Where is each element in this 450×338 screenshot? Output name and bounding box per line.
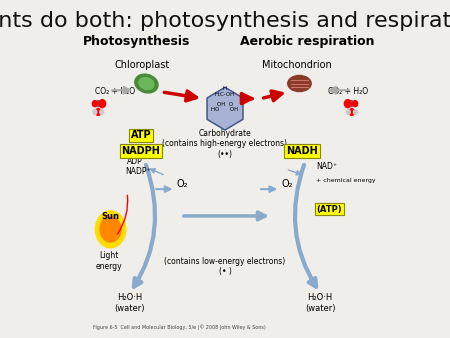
Text: NADH: NADH — [286, 146, 318, 155]
Text: OH  O
HO      OH: OH O HO OH — [212, 102, 239, 112]
Circle shape — [99, 100, 106, 108]
Text: NADPH: NADPH — [122, 146, 160, 155]
Text: Plants do both: photosynthesis and respiration: Plants do both: photosynthesis and respi… — [0, 11, 450, 31]
Circle shape — [349, 101, 354, 107]
Text: CO₂ + H₂O: CO₂ + H₂O — [95, 88, 135, 96]
Circle shape — [100, 217, 121, 242]
Circle shape — [346, 110, 350, 114]
Text: NADP⁺: NADP⁺ — [126, 167, 151, 176]
Text: Figure 6-5  Cell and Molecular Biology, 5/e (© 2008 John Wiley & Sons): Figure 6-5 Cell and Molecular Biology, 5… — [93, 324, 266, 330]
Text: Chloroplast: Chloroplast — [115, 60, 170, 70]
Text: Carbohydrate
(contains high-energy electrons)
(••): Carbohydrate (contains high-energy elect… — [162, 129, 288, 159]
Text: Light
energy: Light energy — [96, 251, 122, 270]
Circle shape — [95, 211, 126, 248]
Text: Photosynthesis: Photosynthesis — [83, 35, 190, 48]
Circle shape — [96, 101, 101, 107]
Circle shape — [344, 100, 351, 108]
Text: ATP: ATP — [130, 130, 151, 141]
Text: H
H:C-OH: H H:C-OH — [215, 87, 235, 97]
Text: H₂O·H
(water): H₂O·H (water) — [305, 293, 335, 313]
Text: Aerobic respiration: Aerobic respiration — [240, 35, 375, 48]
Text: (contains low-energy electrons)
(• ): (contains low-energy electrons) (• ) — [164, 257, 286, 276]
Text: O₂: O₂ — [282, 179, 293, 189]
Text: (ATP): (ATP) — [316, 205, 342, 214]
Circle shape — [100, 110, 104, 114]
Text: Mitochondrion: Mitochondrion — [262, 60, 332, 70]
Circle shape — [353, 101, 358, 107]
Ellipse shape — [135, 74, 158, 93]
Text: + chemical energy: + chemical energy — [316, 178, 376, 183]
Circle shape — [92, 101, 97, 107]
Circle shape — [93, 110, 97, 114]
Text: ADP: ADP — [127, 157, 143, 166]
Circle shape — [95, 108, 101, 115]
Text: NAD⁺: NAD⁺ — [316, 162, 337, 171]
Text: O₂: O₂ — [177, 179, 188, 189]
Polygon shape — [207, 87, 243, 130]
Ellipse shape — [139, 77, 154, 90]
Circle shape — [349, 108, 355, 115]
Text: Sun: Sun — [102, 212, 120, 221]
Ellipse shape — [288, 75, 311, 92]
Text: CO₂ + H₂O: CO₂ + H₂O — [328, 88, 369, 96]
Circle shape — [354, 110, 357, 114]
Text: H₂O·H
(water): H₂O·H (water) — [115, 293, 145, 313]
